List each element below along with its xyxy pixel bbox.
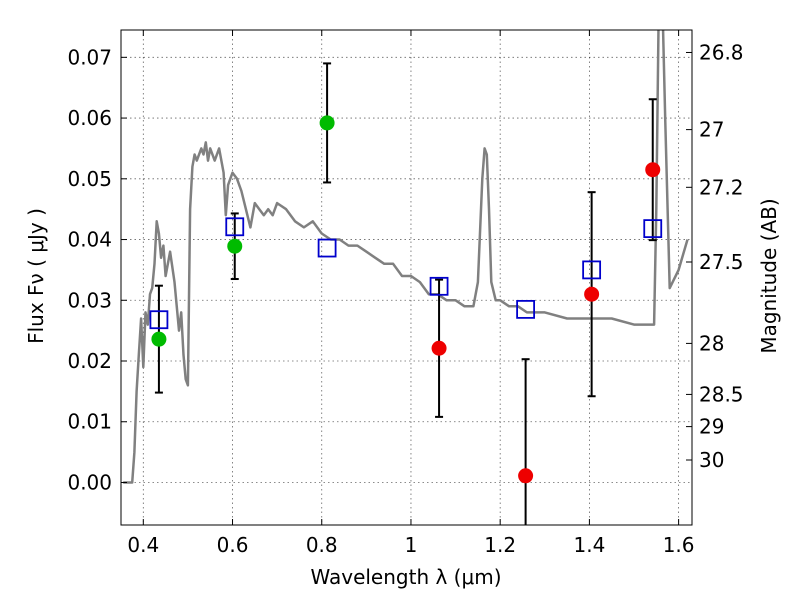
mag-tick-label: 28.5	[699, 382, 744, 406]
mag-tick-label: 28	[699, 331, 724, 355]
x-axis-title: Wavelength λ (μm)	[310, 565, 501, 589]
model-photometry-square	[225, 217, 245, 237]
mag-tick-label: 30	[699, 448, 724, 472]
x-tick-label: 0.8	[306, 533, 338, 557]
y-tick-label: 0.06	[67, 106, 112, 130]
upper-limit-point	[584, 286, 600, 302]
y-tick-label: 0.00	[67, 470, 112, 494]
y2-axis-title: Magnitude (AB)	[757, 198, 781, 353]
upper-limit-point	[431, 340, 447, 356]
mag-tick-label: 26.8	[699, 40, 744, 64]
plot-frame	[120, 29, 693, 526]
tick-layer: 0.4 0.6 0.8 1 1.2 1.4 1.6 0.00 0.01 0.02 0.03 0.04 0…	[67, 30, 744, 557]
mag-tick-label: 27	[699, 118, 724, 142]
upper-limit-point	[518, 468, 534, 484]
x-tick-label: 1.4	[573, 533, 605, 557]
y-tick-label: 0.05	[67, 167, 112, 191]
x-tick-label: 1.6	[663, 533, 695, 557]
model-photometry-square	[429, 276, 449, 296]
model-photometry-square	[643, 219, 663, 239]
y-tick-label: 0.01	[67, 410, 112, 434]
upper-limit-point	[645, 162, 661, 178]
mag-tick-label: 27.5	[699, 250, 744, 274]
y-tick-label: 0.03	[67, 288, 112, 312]
mag-tick-label: 27.2	[699, 175, 744, 199]
plot-area	[123, 30, 689, 525]
mag-tick-label: 29	[699, 415, 724, 439]
detection-point	[151, 331, 167, 347]
model-photometry-square	[582, 260, 602, 280]
model-photometry-square	[317, 238, 337, 258]
y-tick-label: 0.02	[67, 349, 112, 373]
model-photometry-square	[516, 299, 536, 319]
sed-model-line	[123, 30, 689, 484]
y-axis-title: Flux Fν ( μJy )	[24, 208, 48, 344]
x-tick-label: 1.2	[484, 533, 516, 557]
detection-point	[319, 115, 335, 131]
grid-layer	[121, 30, 692, 525]
y-tick-label: 0.04	[67, 228, 112, 252]
model-photometry-square	[149, 310, 169, 330]
detection-point	[227, 238, 243, 254]
x-tick-label: 0.4	[127, 533, 159, 557]
x-tick-label: 1	[405, 533, 418, 557]
x-tick-label: 0.6	[217, 533, 249, 557]
y-tick-label: 0.07	[67, 45, 112, 69]
plot-layer	[123, 30, 689, 525]
